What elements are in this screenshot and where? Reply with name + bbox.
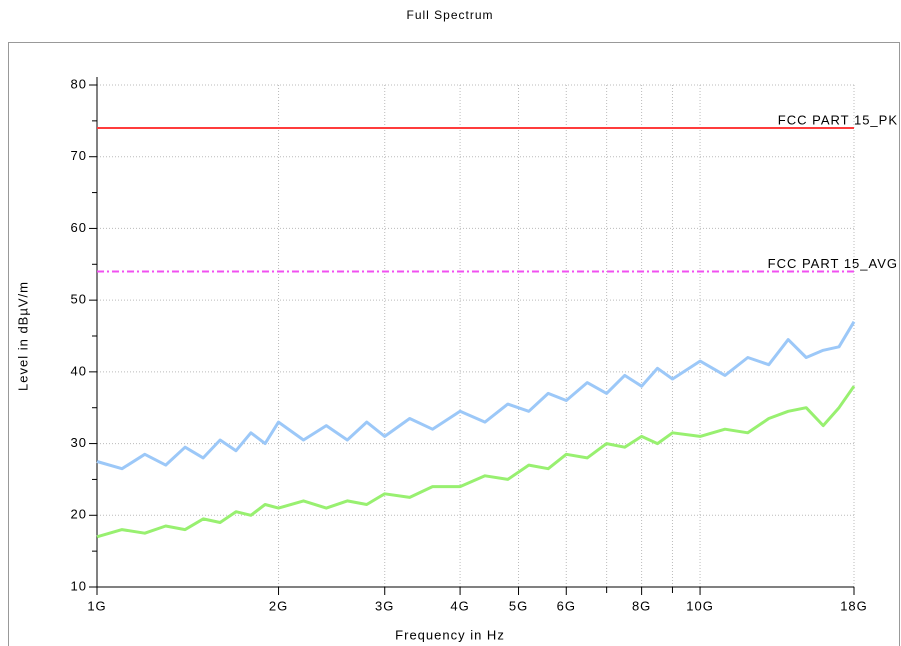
y-tick-label: 10 (71, 578, 87, 593)
x-tick-label: 10G (686, 598, 714, 613)
series-line (96, 320, 856, 471)
x-tick-label: 8G (632, 598, 651, 613)
y-tick-label: 80 (71, 76, 87, 91)
y-tick-label: 70 (71, 148, 87, 163)
y-tick-label: 40 (71, 363, 87, 378)
y-tick-label: 60 (71, 220, 87, 235)
x-tick-label: 5G (509, 598, 528, 613)
x-tick-label: 6G (557, 598, 576, 613)
x-tick-label: 2G (269, 598, 288, 613)
y-tick-label: 30 (71, 435, 87, 450)
chart-title: Full Spectrum (406, 8, 493, 22)
x-tick-label: 18G (840, 598, 868, 613)
series-line (96, 385, 856, 539)
x-tick-label: 4G (450, 598, 469, 613)
x-axis-label: Frequency in Hz (395, 627, 505, 642)
y-tick-label: 20 (71, 507, 87, 522)
y-tick-label: 50 (71, 292, 87, 307)
frame (8, 42, 900, 646)
x-tick-label: 1G (87, 598, 106, 613)
limit-label: FCC PART 15_AVG (768, 256, 898, 271)
y-axis-label: Level in dBµV/m (15, 281, 30, 391)
x-tick-label: 3G (375, 598, 394, 613)
limit-label: FCC PART 15_PK (778, 112, 898, 127)
